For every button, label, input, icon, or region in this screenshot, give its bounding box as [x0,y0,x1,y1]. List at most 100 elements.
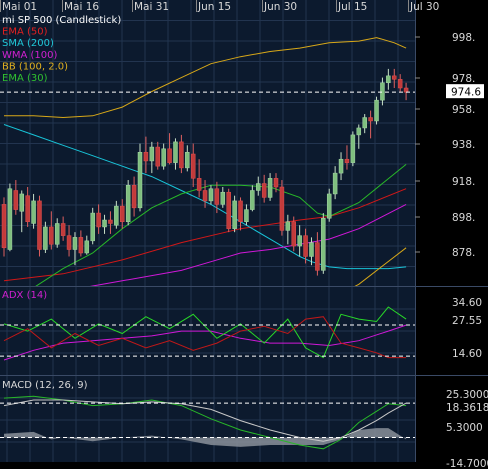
candle-body [362,117,367,129]
candle-body [279,186,285,231]
x-axis-labels: Mai 01 Mai 16 Mai 31 Jun 15 Jun 30 Jul 15 Jul … [0,0,439,13]
price-y-tick-label: 918. [452,176,475,188]
candle-body [19,193,24,212]
candle-body [356,127,362,136]
macd-series-line [3,399,407,442]
macd-legend-entry: MACD (12, 26, 9) [2,380,88,391]
macd-panel [0,376,415,462]
macd-y-tick-label: 25.3000 [446,389,488,401]
overlay-line [89,203,407,286]
price-y-tick-label: 958. [452,104,475,116]
adx-marks [0,306,415,361]
x-tick-label: Jun 15 [197,1,231,13]
x-tick-label: Jun 30 [263,1,297,13]
candle-body [43,226,48,250]
macd-series-line [3,395,407,450]
candle-body [114,205,119,226]
candle-body [403,87,409,93]
candle-body [309,242,314,257]
candle-body [60,223,66,236]
adx-legend-entry: ADX (14) [2,290,47,301]
x-tick-label: Mai 16 [64,1,99,13]
candle-body [273,178,279,188]
candle-body [37,200,42,250]
price-legend-entry: EMA (50) [2,27,48,38]
candle-body [303,235,308,257]
macd-marks [0,395,415,450]
legends: mi SP 500 (Candlestick)EMA (50)SMA (200)… [2,15,121,391]
adx-series-line [3,316,407,359]
overlay-line [4,37,407,119]
price-legend-entry: WMA (100) [2,50,58,61]
candle-body [49,226,54,245]
candle-body [131,185,137,209]
candle-body [190,153,196,179]
candle-body [13,190,19,210]
candle-body [137,152,143,209]
candle-body [108,219,113,224]
candle-body [202,190,208,202]
candle-body [31,200,36,224]
adx-y-tick-label: 27.55 [452,315,482,327]
y-axis-labels: 998. 978. 958. 938. 918. 898. 878. 974.6 34.60 27… [415,32,488,469]
candle-body [285,221,291,231]
candle-body [143,152,149,162]
x-tick-label: Jul 30 [409,1,439,13]
candle-body [250,190,255,210]
adx-y-tick-label: 14.60 [452,348,482,360]
candle-body [238,200,243,222]
current-value-box [446,84,484,99]
candle-body [214,188,220,205]
candle-body [1,204,7,249]
candle-body [315,242,320,271]
candle-body [397,79,403,89]
candle-body [66,235,72,250]
overlay-line [3,124,407,270]
x-tick-label: Mai 01 [2,1,37,13]
macd-y-tick-label: 18.3618 [446,402,488,414]
price-y-tick-label: 978. [452,73,475,85]
price-legend-entry: BB (100, 2.0) [2,61,68,72]
candle-body [232,200,237,229]
x-tick-label: Mai 31 [134,1,169,13]
candle-body [25,195,30,222]
candle-body [386,75,391,84]
candle-body [78,237,84,254]
price-legend-entry: mi SP 500 (Candlestick) [2,15,121,26]
candle-body [350,134,356,163]
candle-body [374,99,379,122]
candle-body [226,191,231,229]
overlay-line [35,164,407,286]
candle-body [267,178,273,198]
candle-body [338,158,344,174]
price-y-tick-label: 878. [452,247,475,259]
candle-body [125,185,131,222]
candle-body [220,191,226,205]
candle-body [173,141,178,163]
candle-body [244,209,249,222]
candle-body [90,212,95,242]
macd-y-tick-label: 5.3000 [446,422,483,434]
candle-body [344,158,350,163]
candle-body [196,178,202,191]
candle-body [332,172,338,195]
macd-y-tick-label: -14.7000 [446,458,488,469]
candle-body [261,183,267,198]
candle-body [321,218,326,271]
candle-body [185,152,190,169]
current-value-label: 974.6 [451,87,481,99]
candle-body [120,205,125,222]
adx-series-line [3,324,407,361]
price-marks [0,37,415,286]
price-legend-entry: SMA (200) [2,38,54,49]
candle-body [208,188,214,202]
adx-y-tick-label: 34.60 [452,297,482,309]
candle-body [380,82,385,101]
candle-body [167,148,172,163]
price-legend-entry: EMA (30) [2,73,48,84]
candle-body [84,240,90,254]
candle-body [72,237,78,250]
candle-body [368,117,373,122]
